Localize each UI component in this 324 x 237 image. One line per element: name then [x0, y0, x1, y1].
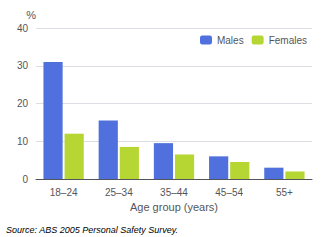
- svg-text:Females: Females: [269, 35, 307, 46]
- svg-text:Source: ABS 2005 Personal Safe: Source: ABS 2005 Personal Safety Survey.: [6, 225, 178, 235]
- svg-text:Males: Males: [217, 35, 244, 46]
- svg-text:30: 30: [17, 60, 29, 71]
- svg-text:18–24: 18–24: [50, 187, 78, 198]
- svg-text:25–34: 25–34: [105, 187, 133, 198]
- svg-text:40: 40: [17, 23, 29, 34]
- svg-text:%: %: [26, 9, 36, 21]
- svg-text:35–44: 35–44: [160, 187, 188, 198]
- svg-text:0: 0: [22, 174, 28, 185]
- svg-text:55+: 55+: [276, 187, 293, 198]
- svg-text:10: 10: [17, 136, 29, 147]
- svg-text:20: 20: [17, 98, 29, 109]
- svg-text:Age group (years): Age group (years): [130, 201, 218, 213]
- svg-text:45–54: 45–54: [215, 187, 243, 198]
